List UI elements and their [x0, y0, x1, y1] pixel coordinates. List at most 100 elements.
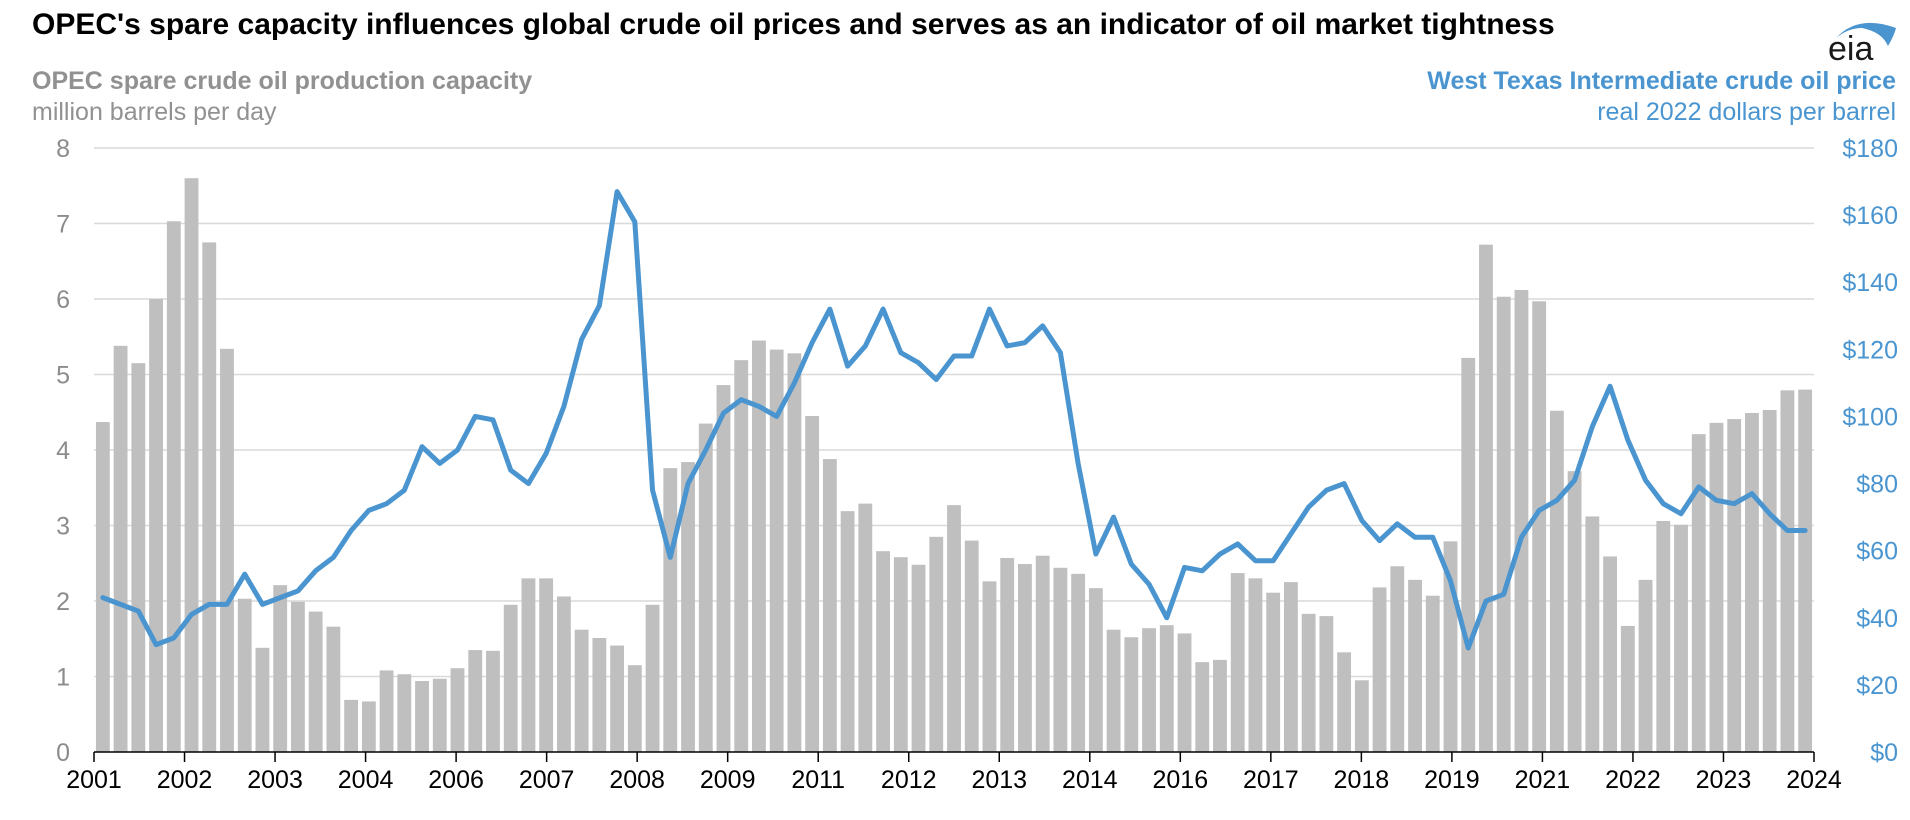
- bar: [1195, 662, 1210, 752]
- left-tick-label: 4: [56, 437, 70, 465]
- bar: [1301, 613, 1316, 752]
- bar: [681, 462, 695, 752]
- bar: [1266, 592, 1281, 752]
- x-axis: 2001 2002 2003 2004 2006 2007 2008 2009 2011 2012…: [66, 751, 1842, 794]
- bar: [805, 416, 820, 752]
- bar: [379, 670, 394, 752]
- bar: [326, 626, 341, 752]
- x-tick-label: 2021: [1515, 766, 1571, 794]
- bar: [1142, 628, 1156, 752]
- bar: [131, 363, 146, 752]
- bar: [1053, 567, 1068, 752]
- bar: [610, 645, 625, 752]
- right-tick-label: $80: [1856, 471, 1898, 499]
- bar: [1479, 244, 1493, 752]
- x-tick-label: 2022: [1605, 766, 1661, 794]
- bar: [1762, 409, 1777, 752]
- left-tick-label: 8: [56, 135, 70, 163]
- x-tick-label: 2014: [1062, 766, 1118, 794]
- bar: [308, 611, 323, 752]
- bar: [220, 348, 234, 752]
- left-tick-label: 2: [56, 588, 70, 616]
- bar: [149, 299, 163, 752]
- bar: [1496, 296, 1511, 752]
- left-y-axis-ticks: 0 1 2 3 4 5 6 7 8: [56, 135, 70, 767]
- bar: [876, 551, 890, 752]
- bar: [1603, 556, 1617, 752]
- bar: [291, 601, 305, 752]
- bar: [273, 585, 288, 752]
- bar: [432, 678, 447, 752]
- bar: [1159, 625, 1174, 752]
- bar: [1745, 413, 1759, 752]
- bar: [893, 557, 908, 752]
- eia-logo-text: eia: [1828, 30, 1873, 64]
- bar: [982, 581, 997, 752]
- x-tick-label: 2011: [791, 766, 845, 794]
- bar: [716, 385, 731, 752]
- bar: [1088, 588, 1103, 752]
- x-tick-label: 2003: [247, 766, 303, 794]
- x-tick-label: 2023: [1696, 766, 1752, 794]
- x-tick-label: 2016: [1153, 766, 1209, 794]
- left-axis-title: OPEC spare crude oil production capacity: [32, 67, 533, 95]
- bar: [1549, 410, 1564, 752]
- right-tick-label: $160: [1842, 202, 1898, 230]
- bar: [1000, 557, 1015, 752]
- bar: [1691, 434, 1706, 752]
- bar: [1408, 579, 1422, 752]
- wti-price-line: [100, 189, 1808, 651]
- eia-logo-arc: [1836, 22, 1896, 46]
- x-tick-label: 2001: [66, 766, 122, 794]
- bar: [1532, 301, 1547, 752]
- bar: [1372, 587, 1387, 752]
- left-tick-label: 6: [56, 286, 70, 314]
- bar: [1585, 516, 1600, 752]
- bar: [822, 459, 837, 752]
- bar: [1390, 566, 1405, 752]
- bar: [556, 596, 571, 752]
- bar: [521, 578, 536, 752]
- bar: [1674, 524, 1688, 752]
- bar-series: [95, 178, 1813, 753]
- left-tick-label: 7: [56, 211, 70, 239]
- bar: [645, 604, 660, 752]
- bar: [1283, 582, 1298, 753]
- x-tick-label: 2024: [1786, 766, 1842, 794]
- bar: [539, 578, 554, 752]
- bar: [202, 242, 217, 753]
- bar: [1035, 555, 1050, 752]
- bar: [752, 340, 766, 752]
- right-tick-label: $60: [1856, 538, 1898, 566]
- x-tick-label: 2018: [1334, 766, 1390, 794]
- right-y-axis-ticks: $0 $20 $40 $60 $80 $100 $120 $140 $160 $180: [1842, 135, 1898, 767]
- x-tick-label: 2007: [519, 766, 575, 794]
- bar: [397, 674, 412, 752]
- right-tick-label: $20: [1856, 672, 1898, 700]
- eia-logo: eia: [1828, 22, 1896, 64]
- right-tick-label: $40: [1856, 605, 1898, 633]
- bar: [237, 598, 252, 752]
- x-tick-label: 2013: [971, 766, 1027, 794]
- line-series: [100, 189, 1808, 651]
- bar: [1514, 289, 1529, 752]
- bar: [486, 650, 500, 752]
- bar: [858, 503, 873, 752]
- bar: [1798, 389, 1813, 752]
- bar: [1230, 573, 1245, 752]
- right-tick-label: $140: [1842, 269, 1898, 297]
- bar: [166, 221, 181, 753]
- left-axis-unit: million barrels per day: [32, 98, 277, 126]
- bar: [1620, 625, 1635, 752]
- bar: [1124, 637, 1139, 752]
- bar: [1018, 564, 1032, 752]
- right-axis-header: West Texas Intermediate crude oil price …: [1427, 66, 1896, 128]
- bar: [1656, 520, 1671, 752]
- bar: [1337, 652, 1352, 752]
- bar: [415, 681, 429, 752]
- bar: [1727, 419, 1742, 752]
- x-tick-label: 2019: [1424, 766, 1480, 794]
- x-tick-label: 2008: [609, 766, 665, 794]
- bar: [344, 699, 359, 752]
- bar: [95, 422, 110, 752]
